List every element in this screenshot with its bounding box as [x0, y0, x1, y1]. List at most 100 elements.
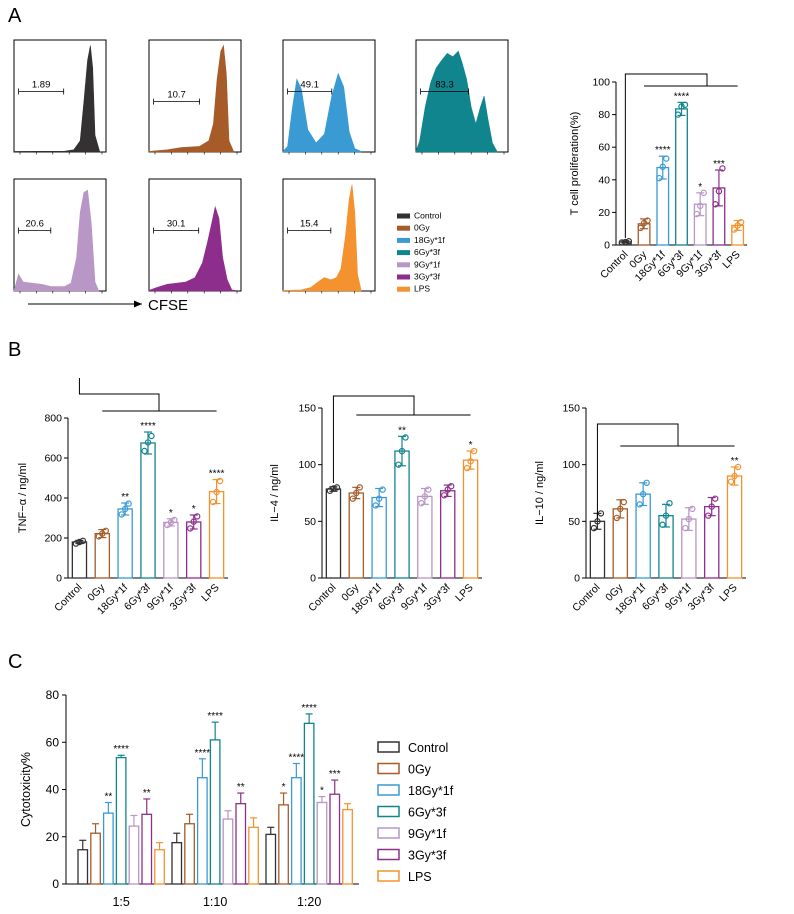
legend-item-9gy-1f: 9Gy*1f — [397, 259, 441, 269]
bar — [102, 812, 114, 885]
data-point — [470, 447, 478, 455]
bar — [612, 508, 629, 579]
bar — [71, 541, 88, 579]
legend-label: 6Gy*3f — [414, 247, 441, 257]
histogram-curve — [13, 45, 100, 153]
legend-label: 0Gy — [408, 763, 432, 777]
bar-group-9gy-1f: 9Gy*1f — [663, 505, 697, 613]
histogram-9gy-1f: 20.6 — [13, 178, 107, 294]
tnf-alpha-chart: 0 200 400 600 800 TNF−α / ng/ml Control 0Gy**18… — [17, 378, 228, 617]
histogram-curve — [148, 205, 236, 292]
data-point — [209, 498, 217, 506]
data-point — [678, 103, 685, 110]
y-axis-label: TNF−α / ng/ml — [17, 463, 29, 533]
data-point — [719, 165, 726, 172]
data-point — [730, 226, 738, 233]
legend-label: 18Gy*1f — [414, 235, 445, 245]
bar-group-0gy: 0Gy — [85, 527, 111, 604]
y-tick-label: 60 — [46, 735, 60, 749]
significance-label: ** — [398, 425, 406, 436]
legend-swatch — [397, 250, 410, 256]
cfse-label: CFSE — [148, 297, 188, 314]
data-point — [448, 483, 455, 490]
x-tick-label: Control — [52, 582, 84, 614]
data-point — [425, 486, 432, 493]
bar — [117, 508, 133, 579]
data-point — [356, 484, 363, 491]
x-tick-label: LPS — [720, 249, 743, 272]
bar-18gy-1f-1-10: **** — [195, 748, 210, 885]
significance-label: **** — [140, 421, 156, 432]
data-point — [597, 510, 605, 517]
data-point — [681, 101, 689, 109]
legend-swatch — [377, 762, 400, 775]
data-point — [444, 486, 451, 493]
bar — [248, 826, 259, 885]
bar-18gy-1f-1-5: ** — [102, 791, 114, 885]
significance-label: ** — [143, 788, 151, 799]
comparison-bracket — [332, 395, 415, 483]
y-tick-label: 100 — [298, 459, 316, 471]
legend-label: 18Gy*1f — [408, 784, 454, 798]
legend-swatch — [397, 286, 410, 292]
data-point — [95, 533, 102, 540]
bar-lps-1-5 — [154, 842, 165, 885]
bar — [348, 492, 365, 579]
bar — [278, 804, 289, 885]
legend-swatch — [397, 237, 410, 243]
histogram-6gy-3f: 83.3 — [415, 39, 509, 155]
y-tick-label: 0 — [310, 573, 316, 585]
data-point — [213, 488, 220, 496]
data-point — [463, 464, 471, 472]
data-point — [613, 514, 620, 522]
bar — [141, 813, 153, 885]
y-tick-label: 40 — [598, 174, 610, 186]
significance-label: * — [469, 440, 473, 451]
significance-label: **** — [113, 744, 129, 755]
data-point — [656, 174, 663, 182]
data-point — [330, 485, 337, 492]
data-point — [144, 439, 152, 446]
data-point — [618, 239, 626, 246]
data-point — [685, 515, 693, 523]
bar — [439, 490, 456, 579]
y-axis-label: IL−4 / ng/ml — [269, 464, 281, 522]
data-point — [418, 500, 425, 507]
gate-value: 83.3 — [435, 80, 454, 91]
data-point — [76, 538, 83, 546]
bar — [163, 521, 179, 579]
significance-label: ** — [104, 791, 112, 802]
gate-value: 20.6 — [25, 219, 44, 230]
bar-group-18gy-1f: **18Gy*1f — [95, 492, 133, 617]
legend-label: Control — [414, 211, 442, 221]
y-tick-label: 150 — [298, 403, 316, 415]
legend-swatch — [377, 784, 400, 796]
data-point — [734, 222, 741, 229]
histogram-curve — [415, 50, 498, 153]
data-point — [102, 527, 109, 535]
legend-swatch — [397, 225, 410, 231]
legend-item-6gy-3f: 6Gy*3f — [377, 806, 447, 820]
legend-label: 3Gy*3f — [408, 849, 447, 863]
data-point — [708, 503, 715, 510]
data-point — [712, 201, 719, 208]
y-axis-label: T cell proliferation(%) — [569, 112, 581, 216]
y-tick-label: 400 — [44, 493, 62, 505]
bar-group-lps: **** LPS — [199, 469, 224, 605]
y-tick-label: 200 — [44, 533, 62, 545]
bar-group-9gy-1f: 9Gy*1f — [399, 486, 433, 613]
significance-label: **** — [301, 703, 317, 714]
legend-item-3gy-3f: 3Gy*3f — [377, 849, 447, 863]
bar — [115, 756, 127, 885]
significance-label: ** — [121, 492, 129, 503]
y-tick-label: 80 — [46, 688, 60, 702]
data-point — [349, 495, 356, 502]
bar-0gy-1-5 — [90, 823, 101, 885]
data-point — [625, 238, 633, 245]
histogram-3gy-3f: 30.1 — [148, 178, 242, 294]
histogram-frame — [148, 178, 242, 292]
data-point — [666, 500, 673, 507]
legend-item-0gy: 0Gy — [377, 762, 432, 777]
bar-group-lps: * LPS — [453, 440, 479, 604]
